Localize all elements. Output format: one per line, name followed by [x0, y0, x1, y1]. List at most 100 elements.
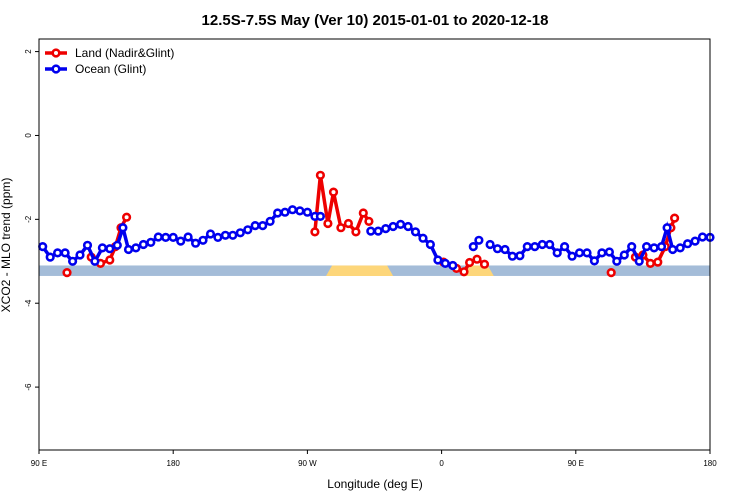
series-1-point — [545, 239, 555, 250]
series-1-point — [112, 240, 122, 250]
series-1-point — [388, 221, 398, 232]
series-0-point — [479, 259, 490, 269]
series-1-point — [38, 242, 48, 252]
series-1-point — [258, 221, 268, 231]
legend-item-0: Land (Nadir&Glint) — [45, 46, 174, 60]
series-1-point — [123, 244, 134, 255]
legend-marker — [51, 48, 61, 58]
x-axis: 90 E 180 90 W 0 90 E 180 — [31, 450, 717, 468]
series-1-point — [161, 232, 171, 242]
series-1-point — [656, 242, 667, 252]
series-1-point — [440, 258, 450, 269]
series-1-point — [500, 244, 510, 255]
series-0-point — [62, 268, 72, 278]
series-1-point — [697, 232, 708, 242]
legend-label: Land (Nadir&Glint) — [75, 46, 174, 60]
series-1-point — [131, 243, 141, 253]
series-1-point — [641, 242, 652, 252]
series-1-point — [468, 242, 478, 252]
series-1-point — [302, 207, 313, 217]
series-1-point — [146, 237, 156, 247]
series-1-point — [228, 230, 238, 240]
series-1-point — [52, 248, 63, 258]
series-1-point — [582, 248, 592, 258]
series-1-point — [448, 260, 458, 271]
series-1-point — [627, 242, 637, 252]
series-1-point — [235, 228, 245, 238]
series-1-point — [198, 235, 208, 245]
series-0-point — [472, 254, 482, 264]
y-tick-label: -4 — [24, 299, 33, 307]
legend-item-1: Ocean (Glint) — [45, 62, 146, 76]
y-axis: 2 0 -2 -4 -6 — [24, 49, 39, 391]
x-axis-label: Longitude (deg E) — [327, 477, 422, 491]
series-1-point — [75, 250, 85, 260]
surface-band — [39, 265, 710, 276]
series-1-point — [67, 256, 78, 266]
series-0-point — [364, 216, 374, 226]
legend: Land (Nadir&Glint) Ocean (Glint) — [45, 46, 174, 76]
series-0-point — [645, 258, 656, 269]
series-1-point — [273, 208, 283, 218]
series-1-point — [403, 221, 413, 232]
series-0-point — [121, 212, 132, 222]
series-1-point — [396, 219, 406, 229]
series-1-point — [213, 232, 223, 242]
x-tick-label: 180 — [167, 459, 181, 468]
series-1-point — [243, 225, 253, 235]
series-1-point — [315, 211, 326, 221]
series-1-point — [373, 226, 383, 236]
series-1-point — [90, 256, 100, 266]
series-0-point — [351, 227, 361, 237]
series-1-point — [492, 244, 503, 254]
series-1-point — [433, 255, 443, 265]
series-1-point — [515, 251, 525, 261]
series-1-point — [668, 244, 678, 255]
series-1-point — [507, 251, 518, 261]
series-1-point — [552, 248, 562, 258]
series-1-point — [410, 227, 421, 237]
legend-label: Ocean (Glint) — [75, 62, 146, 76]
series-1-point — [60, 248, 70, 258]
series-1-point — [295, 206, 305, 216]
y-tick-label: -6 — [24, 383, 33, 391]
series-0-point — [343, 218, 354, 229]
series-1-point — [604, 247, 615, 257]
series-0-point — [310, 227, 320, 237]
series-1-point — [205, 229, 216, 239]
series-1-point — [690, 236, 700, 246]
series-1-point — [250, 221, 260, 231]
series-1-point — [425, 239, 436, 250]
series-layer — [38, 170, 715, 278]
y-tick-label: 0 — [24, 133, 33, 138]
series-0-point — [336, 223, 346, 233]
x-tick-label: 90 E — [568, 459, 584, 468]
series-0 — [62, 170, 680, 278]
series-1-point — [522, 242, 532, 252]
series-0-point — [669, 213, 680, 223]
series-1-point — [589, 256, 600, 266]
series-1-point — [682, 239, 693, 249]
series-1-point — [567, 251, 577, 261]
series-1-point — [537, 239, 547, 250]
series-1-point — [649, 243, 659, 253]
series-1-point — [105, 244, 115, 254]
x-tick-label: 90 W — [298, 459, 317, 468]
series-1-point — [220, 230, 230, 240]
series-1-point — [559, 242, 570, 252]
x-tick-label: 180 — [703, 459, 717, 468]
series-1-point — [153, 232, 163, 242]
series-1-point — [662, 223, 672, 233]
series-1-point — [45, 252, 55, 262]
series-1-point — [265, 216, 275, 226]
series-1-point — [574, 248, 585, 258]
series-1-point — [191, 238, 201, 248]
series-0-point — [606, 268, 616, 278]
y-tick-label: 2 — [24, 49, 33, 54]
series-0-point — [653, 257, 663, 267]
series-0-point — [358, 208, 368, 218]
x-tick-label: 0 — [439, 459, 444, 468]
series-0-point — [328, 187, 339, 197]
land-band-0 — [326, 265, 394, 276]
